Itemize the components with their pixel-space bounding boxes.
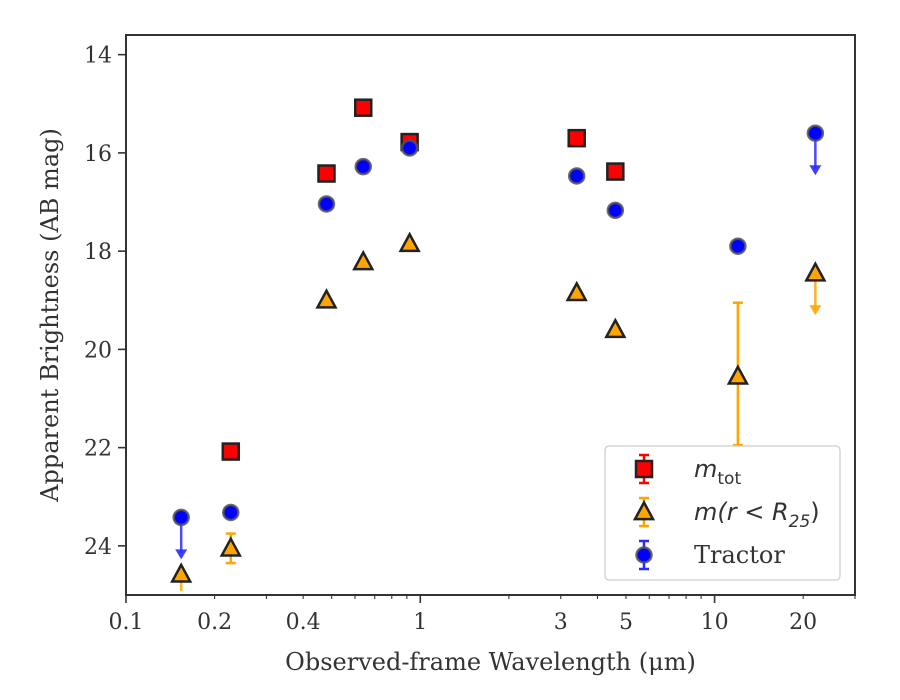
upper-limit-arrow-head — [175, 549, 188, 560]
series-triangle — [170, 231, 827, 591]
x-tick-label: 10 — [701, 610, 729, 635]
upper-limit-arrow-head — [809, 305, 822, 316]
data-point-square — [221, 442, 241, 461]
data-point-triangle — [170, 562, 193, 583]
x-tick-label: 0.1 — [109, 610, 144, 635]
x-tick-label: 5 — [619, 610, 633, 635]
y-tick-label: 24 — [84, 535, 112, 560]
legend-item: Tractor — [635, 539, 785, 571]
y-tick-label: 14 — [84, 44, 112, 69]
legend-box — [604, 445, 841, 581]
legend-label-main: Tractor — [694, 541, 785, 569]
x-tick-label: 0.4 — [286, 610, 321, 635]
legend-label-subscript: 25 — [789, 512, 811, 532]
data-point-circle — [606, 201, 625, 220]
data-point-circle — [806, 124, 825, 142]
legend-label-tail: ) — [810, 498, 819, 526]
legend-item: mtot — [634, 453, 741, 489]
data-point-triangle — [804, 261, 827, 282]
data-point-circle — [567, 167, 586, 185]
data-point-square — [354, 98, 373, 117]
data-point-circle — [635, 546, 653, 564]
legend-label-main: m(r < R — [694, 498, 789, 526]
data-point-triangle — [219, 536, 242, 557]
data-point-square — [634, 459, 654, 479]
y-tick-label: 16 — [84, 142, 112, 167]
upper-limit-arrow-head — [809, 165, 822, 176]
x-tick-label: 1 — [413, 610, 427, 635]
x-axis: 0.1 0.2 0.4 1 3 5 10 20 — [109, 595, 856, 635]
data-point-triangle — [315, 288, 338, 309]
y-axis: 14 16 18 20 22 24 — [84, 44, 126, 560]
y-tick-label: 18 — [84, 240, 112, 265]
x-tick-label: 3 — [554, 610, 568, 635]
x-tick-label: 20 — [789, 610, 817, 635]
legend-label: Tractor — [694, 541, 785, 569]
plot-area — [170, 98, 827, 591]
data-point-square — [317, 164, 336, 183]
legend-label-subscript: tot — [717, 469, 741, 489]
legend-label: mtot — [694, 455, 741, 489]
y-axis-label: Apparent Brightness (AB mag) — [36, 128, 64, 503]
legend-item: m(r < R25) — [632, 496, 820, 532]
data-point-triangle — [352, 249, 375, 271]
data-point-triangle — [632, 499, 656, 521]
data-point-square — [606, 162, 625, 181]
y-tick-label: 22 — [84, 437, 112, 462]
x-axis-label: Observed-frame Wavelength (μm) — [285, 648, 696, 676]
data-point-circle — [729, 237, 747, 255]
data-point-circle — [400, 139, 419, 157]
series-circle — [172, 124, 825, 560]
legend-label-main: m — [694, 455, 717, 483]
marks-layer — [170, 98, 827, 591]
legend-label: m(r < R25) — [694, 498, 820, 532]
data-point-circle — [222, 503, 240, 522]
data-point-circle — [317, 195, 336, 213]
data-point-circle — [172, 508, 190, 527]
data-point-square — [567, 128, 586, 148]
legend: mtot m(r < R25) Tractor — [604, 445, 841, 581]
data-point-triangle — [604, 317, 627, 339]
data-point-triangle — [398, 231, 421, 253]
x-tick-label: 0.2 — [197, 610, 232, 635]
data-point-triangle — [726, 364, 750, 385]
y-tick-label: 20 — [84, 338, 112, 363]
data-point-triangle — [565, 280, 588, 302]
plot-frame — [125, 34, 856, 596]
data-point-circle — [354, 157, 373, 176]
